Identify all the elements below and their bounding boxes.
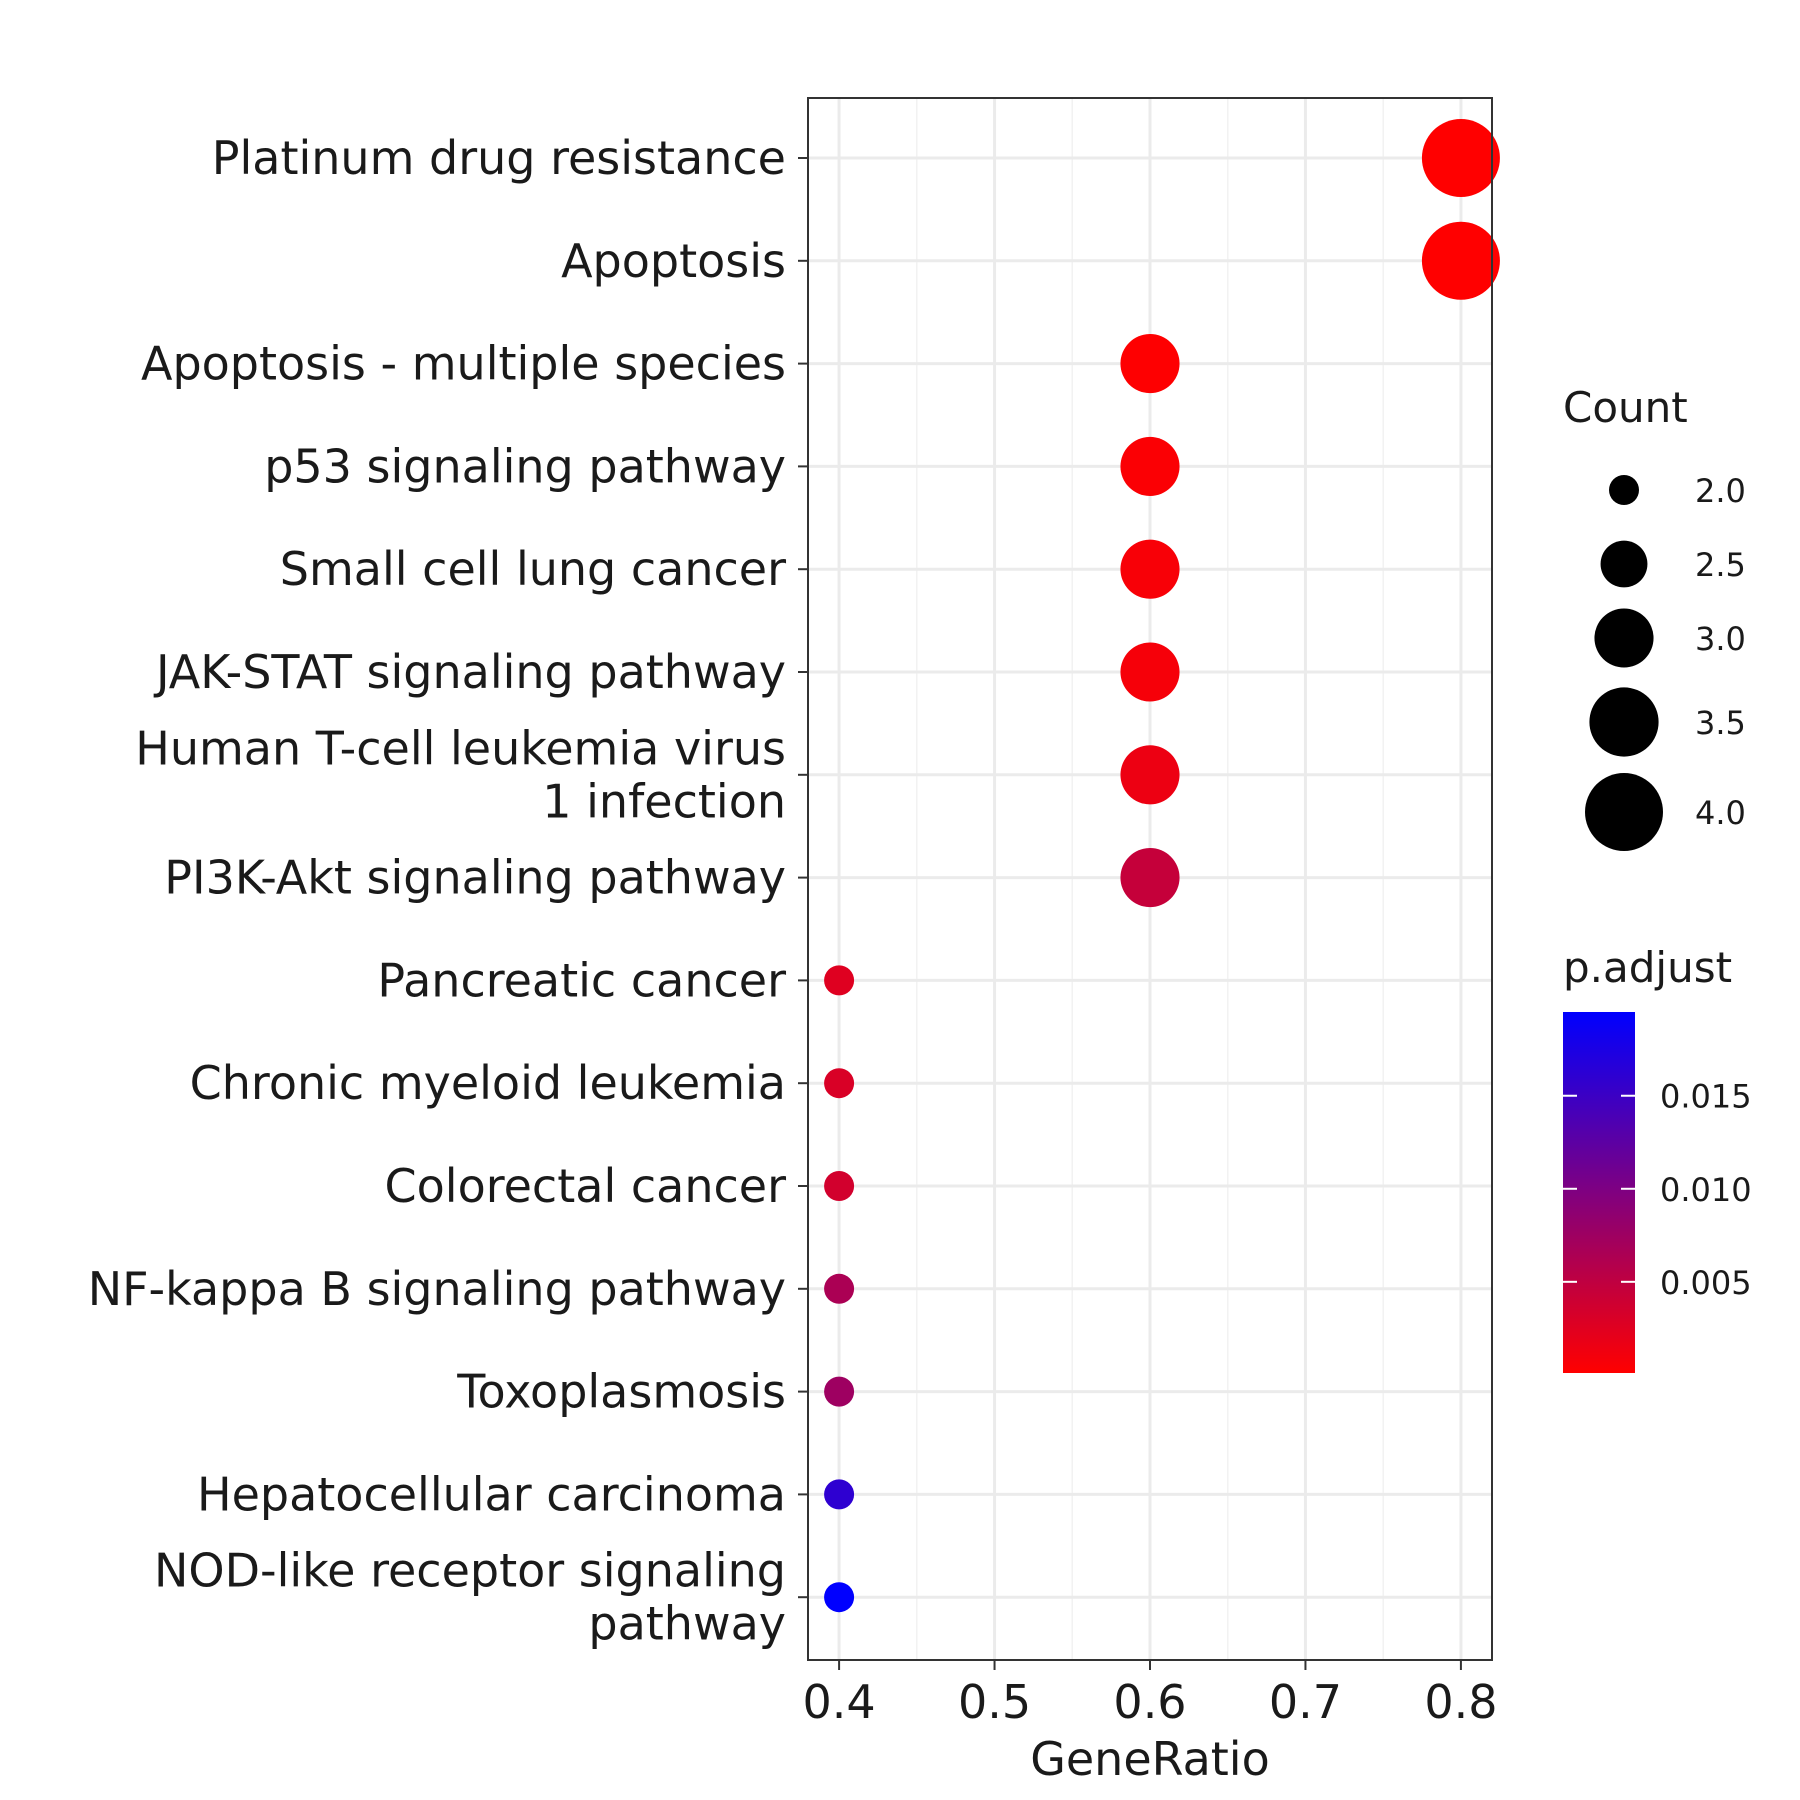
data-point: [1120, 745, 1180, 805]
x-axis-title: GeneRatio: [1030, 1732, 1270, 1786]
colorbar: [1563, 1012, 1635, 1373]
category-label: Toxoplasmosis: [456, 1365, 786, 1419]
colorbar-label: 0.010: [1660, 1171, 1752, 1209]
color-legend-title: p.adjust: [1563, 943, 1732, 992]
x-axis: 0.4 0.5 0.6 0.7 0.8: [803, 1660, 1497, 1729]
size-legend-label: 3.5: [1695, 704, 1746, 742]
data-point: [824, 1273, 855, 1304]
data-point: [1421, 119, 1500, 197]
size-legend-key: [1609, 475, 1639, 505]
x-tick-label: 0.4: [803, 1675, 876, 1729]
category-label: Human T-cell leukemia virus: [135, 721, 786, 775]
category-label: Chronic myeloid leukemia: [190, 1056, 786, 1110]
data-point: [1120, 539, 1180, 599]
size-legend-label: 2.5: [1695, 546, 1746, 584]
size-legend-label: 4.0: [1695, 794, 1746, 832]
x-tick-label: 0.6: [1113, 1675, 1186, 1729]
size-legend-key: [1600, 540, 1648, 588]
category-label: pathway: [588, 1597, 786, 1651]
category-label: JAK-STAT signaling pathway: [153, 645, 786, 699]
category-label: Colorectal cancer: [385, 1159, 787, 1213]
category-label: NF-kappa B signaling pathway: [88, 1262, 786, 1316]
data-point: [1120, 334, 1180, 394]
y-axis: Platinum drug resistance Apoptosis Apoptos…: [88, 131, 808, 1651]
size-legend-title: Count: [1563, 383, 1688, 432]
colorbar-label: 0.005: [1660, 1264, 1752, 1302]
category-label: Platinum drug resistance: [212, 131, 786, 185]
category-label: NOD-like receptor signaling: [154, 1544, 786, 1598]
data-point: [1120, 436, 1180, 496]
size-legend-key: [1585, 773, 1663, 851]
data-point: [824, 1171, 855, 1201]
data-point: [824, 965, 855, 996]
category-label: Apoptosis - multiple species: [141, 337, 786, 391]
data-points: [824, 119, 1500, 1613]
category-label: Apoptosis: [561, 234, 786, 288]
x-tick-label: 0.8: [1424, 1675, 1497, 1729]
data-point: [824, 1479, 855, 1510]
data-point: [824, 1376, 855, 1407]
colorbar-label: 0.015: [1660, 1078, 1752, 1116]
data-point: [1120, 642, 1180, 702]
category-label: p53 signaling pathway: [264, 439, 786, 493]
data-point: [1120, 848, 1180, 908]
category-label: Pancreatic cancer: [377, 953, 786, 1007]
size-legend-label: 3.0: [1695, 620, 1746, 658]
size-legend: Count 2.0 2.5 3.0 3.5 4.0: [1563, 383, 1746, 851]
size-legend-label: 2.0: [1695, 472, 1746, 510]
data-point: [824, 1582, 855, 1613]
x-tick-label: 0.5: [958, 1675, 1031, 1729]
data-point: [824, 1068, 855, 1099]
category-label: 1 infection: [542, 774, 786, 828]
category-label: Hepatocellular carcinoma: [197, 1467, 786, 1521]
color-legend: p.adjust 0.005 0.010 0.015: [1563, 943, 1752, 1373]
category-label: Small cell lung cancer: [280, 542, 786, 596]
size-legend-key: [1589, 687, 1659, 757]
size-legend-key: [1594, 608, 1654, 668]
data-point: [1421, 221, 1500, 300]
x-tick-label: 0.7: [1269, 1675, 1342, 1729]
category-label: PI3K-Akt signaling pathway: [164, 851, 786, 905]
